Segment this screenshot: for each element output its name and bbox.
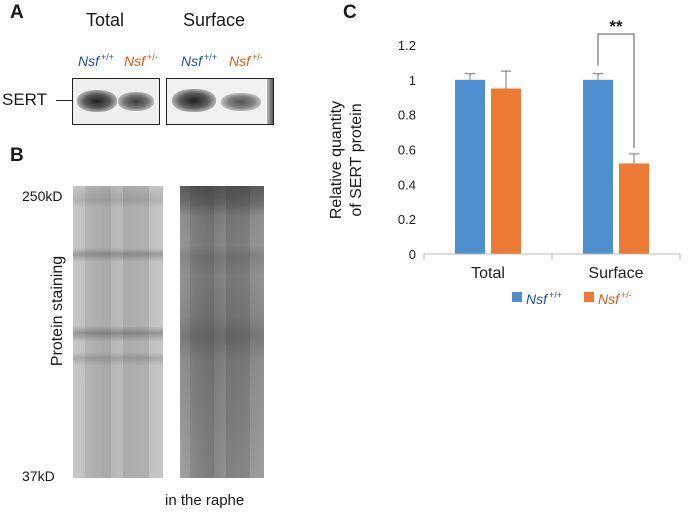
sert-band-surface-wt: [172, 89, 216, 112]
error-bars: [465, 70, 639, 164]
chart-y-axis-label: Relative quantity of SERT protein: [327, 65, 367, 255]
gel-lane-3: [190, 186, 214, 478]
panel-a-letter: A: [10, 2, 24, 23]
western-blot-total: [72, 78, 160, 125]
sert-bar-chart: 0 0.2 0.4 0.6 0.8 1 1.2 Total Surface **: [398, 20, 681, 282]
x-axis: Total Surface: [423, 253, 681, 282]
sert-band-total-wt: [77, 90, 117, 112]
significance-bracket-line: [597, 33, 635, 148]
surface-column-label: Surface: [183, 10, 246, 30]
gel-lane-4: [226, 186, 250, 478]
total-column-label: Total: [86, 10, 125, 30]
bar-wt: [583, 79, 613, 254]
y-tick-label: 0.2: [398, 212, 416, 227]
chart-y-axis-label-line-1: Relative quantity: [328, 100, 345, 220]
y-tick-labels: 0 0.2 0.4 0.6 0.8 1 1.2: [398, 38, 416, 262]
genotype-label-surface-wt: Nsf +/+: [181, 52, 218, 69]
x-tick-label: Surface: [588, 265, 643, 282]
bar-het: [619, 163, 649, 254]
bar-marks: [455, 79, 649, 255]
significance-bracket: **: [597, 20, 635, 148]
y-tick-label: 0: [409, 247, 416, 262]
sert-band-total-het: [118, 92, 154, 111]
sert-marker-line: [56, 100, 72, 101]
protein-stain-gel-surface: [180, 186, 264, 478]
y-tick-label: 0.6: [398, 143, 416, 158]
genotype-label-total-het: Nsf +/-: [124, 52, 158, 69]
gel-caption: in the raphe: [165, 492, 245, 509]
bar-wt: [455, 79, 485, 254]
protein-staining-axis-label: Protein staining: [49, 255, 66, 367]
blot-edge-shadow: [267, 79, 273, 124]
sert-protein-label: SERT: [2, 90, 48, 109]
genotype-label-surface-het: Nsf +/-: [229, 52, 263, 69]
legend-label-het: Nsf +/-: [598, 290, 632, 307]
mw-marker-bottom: 37kD: [22, 468, 55, 484]
protein-stain-gel-total: [73, 186, 163, 478]
x-tick-label: Total: [471, 265, 505, 282]
sert-band-surface-het: [221, 93, 261, 111]
y-tick-label: 0.8: [398, 108, 416, 123]
panel-c-letter: C: [343, 2, 357, 23]
legend-swatch-wt: [512, 292, 522, 302]
mw-marker-top: 250kD: [22, 188, 63, 204]
significance-stars: **: [609, 20, 623, 36]
western-blot-surface: [166, 78, 274, 125]
legend-label-wt: Nsf +/+: [526, 290, 563, 307]
y-tick-label: 1.2: [398, 38, 416, 53]
y-tick-label: 0.4: [398, 177, 416, 192]
bar-het: [491, 88, 521, 255]
chart-ylabel-block: Relative quantity of SERT protein: [302, 70, 392, 250]
gel-lane-1: [85, 186, 111, 478]
genotype-label-total-wt: Nsf +/+: [78, 52, 115, 69]
chart-y-axis-label-line-2: of SERT protein: [348, 103, 365, 217]
legend-swatch-het: [584, 292, 594, 302]
y-tick-label: 1: [409, 73, 416, 88]
gel-lane-2: [123, 186, 149, 478]
panel-b-letter: B: [10, 145, 24, 166]
